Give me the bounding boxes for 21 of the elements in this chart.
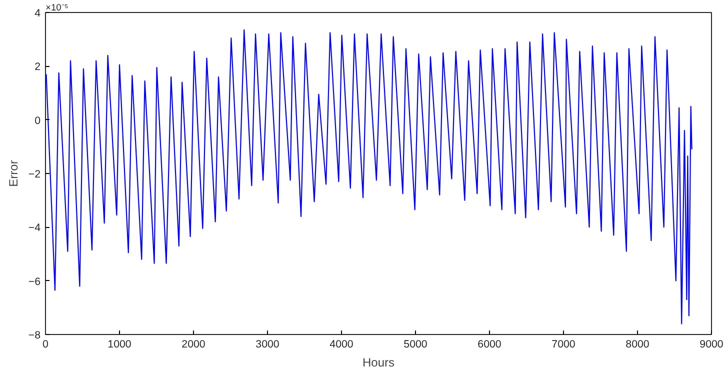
y-tick-label: 4 — [34, 8, 41, 20]
x-tick-label: 8000 — [626, 338, 650, 350]
line-series — [46, 29, 692, 324]
x-tick-label: 2000 — [182, 338, 206, 350]
y-tick-label: −4 — [28, 222, 41, 234]
x-tick-label: 0 — [42, 338, 49, 350]
x-tick-label: 9000 — [700, 338, 724, 350]
x-tick-label: 1000 — [108, 338, 132, 350]
y-tick-label: −6 — [28, 276, 41, 288]
x-tick-label: 4000 — [330, 338, 354, 350]
y-tick-label: −2 — [28, 168, 41, 180]
y-axis-title: Error — [6, 160, 20, 187]
y-tick-label: 2 — [34, 61, 41, 74]
x-tick-label: 6000 — [478, 338, 502, 350]
y-tick-label: −8 — [28, 330, 41, 342]
x-tick-label: 5000 — [404, 338, 428, 350]
x-axis-title: Hours — [362, 356, 395, 370]
x-tick-label: 7000 — [552, 338, 576, 350]
x-tick-label: 3000 — [256, 338, 280, 350]
y-tick-label: 0 — [34, 114, 41, 127]
text: ×10⁻⁵ — [46, 2, 68, 12]
